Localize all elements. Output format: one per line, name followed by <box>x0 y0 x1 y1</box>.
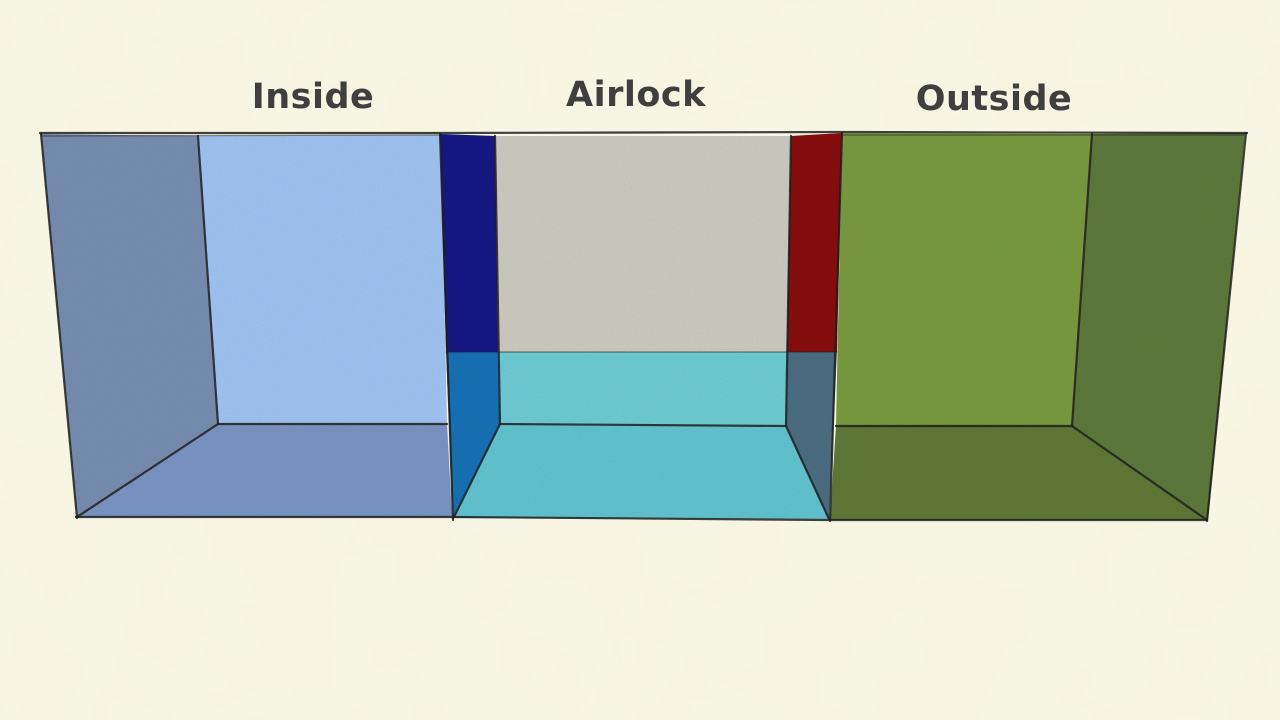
airlock-floor <box>453 424 829 519</box>
inside-side-wall <box>41 134 218 517</box>
outside-back-wall <box>836 133 1092 426</box>
outside-side-wall <box>1072 133 1245 520</box>
airlock-left-door <box>440 134 498 352</box>
outside-room <box>830 133 1245 520</box>
inside-label: Inside <box>251 77 375 117</box>
airlock-room <box>440 133 842 519</box>
sketch-edges <box>38 130 1249 523</box>
airlock-water <box>498 352 787 426</box>
outside-floor <box>830 426 1208 520</box>
inside-back-wall <box>198 135 447 424</box>
airlock-label: Airlock <box>566 75 706 115</box>
airlock-right-door <box>787 133 842 352</box>
inside-floor <box>77 424 452 517</box>
outside-label: Outside <box>915 79 1073 119</box>
airlock-left-door-flooded <box>446 352 500 518</box>
inside-room <box>41 134 452 517</box>
airlock-right-door-flooded <box>786 352 837 519</box>
airlock-back-wall <box>495 136 791 352</box>
